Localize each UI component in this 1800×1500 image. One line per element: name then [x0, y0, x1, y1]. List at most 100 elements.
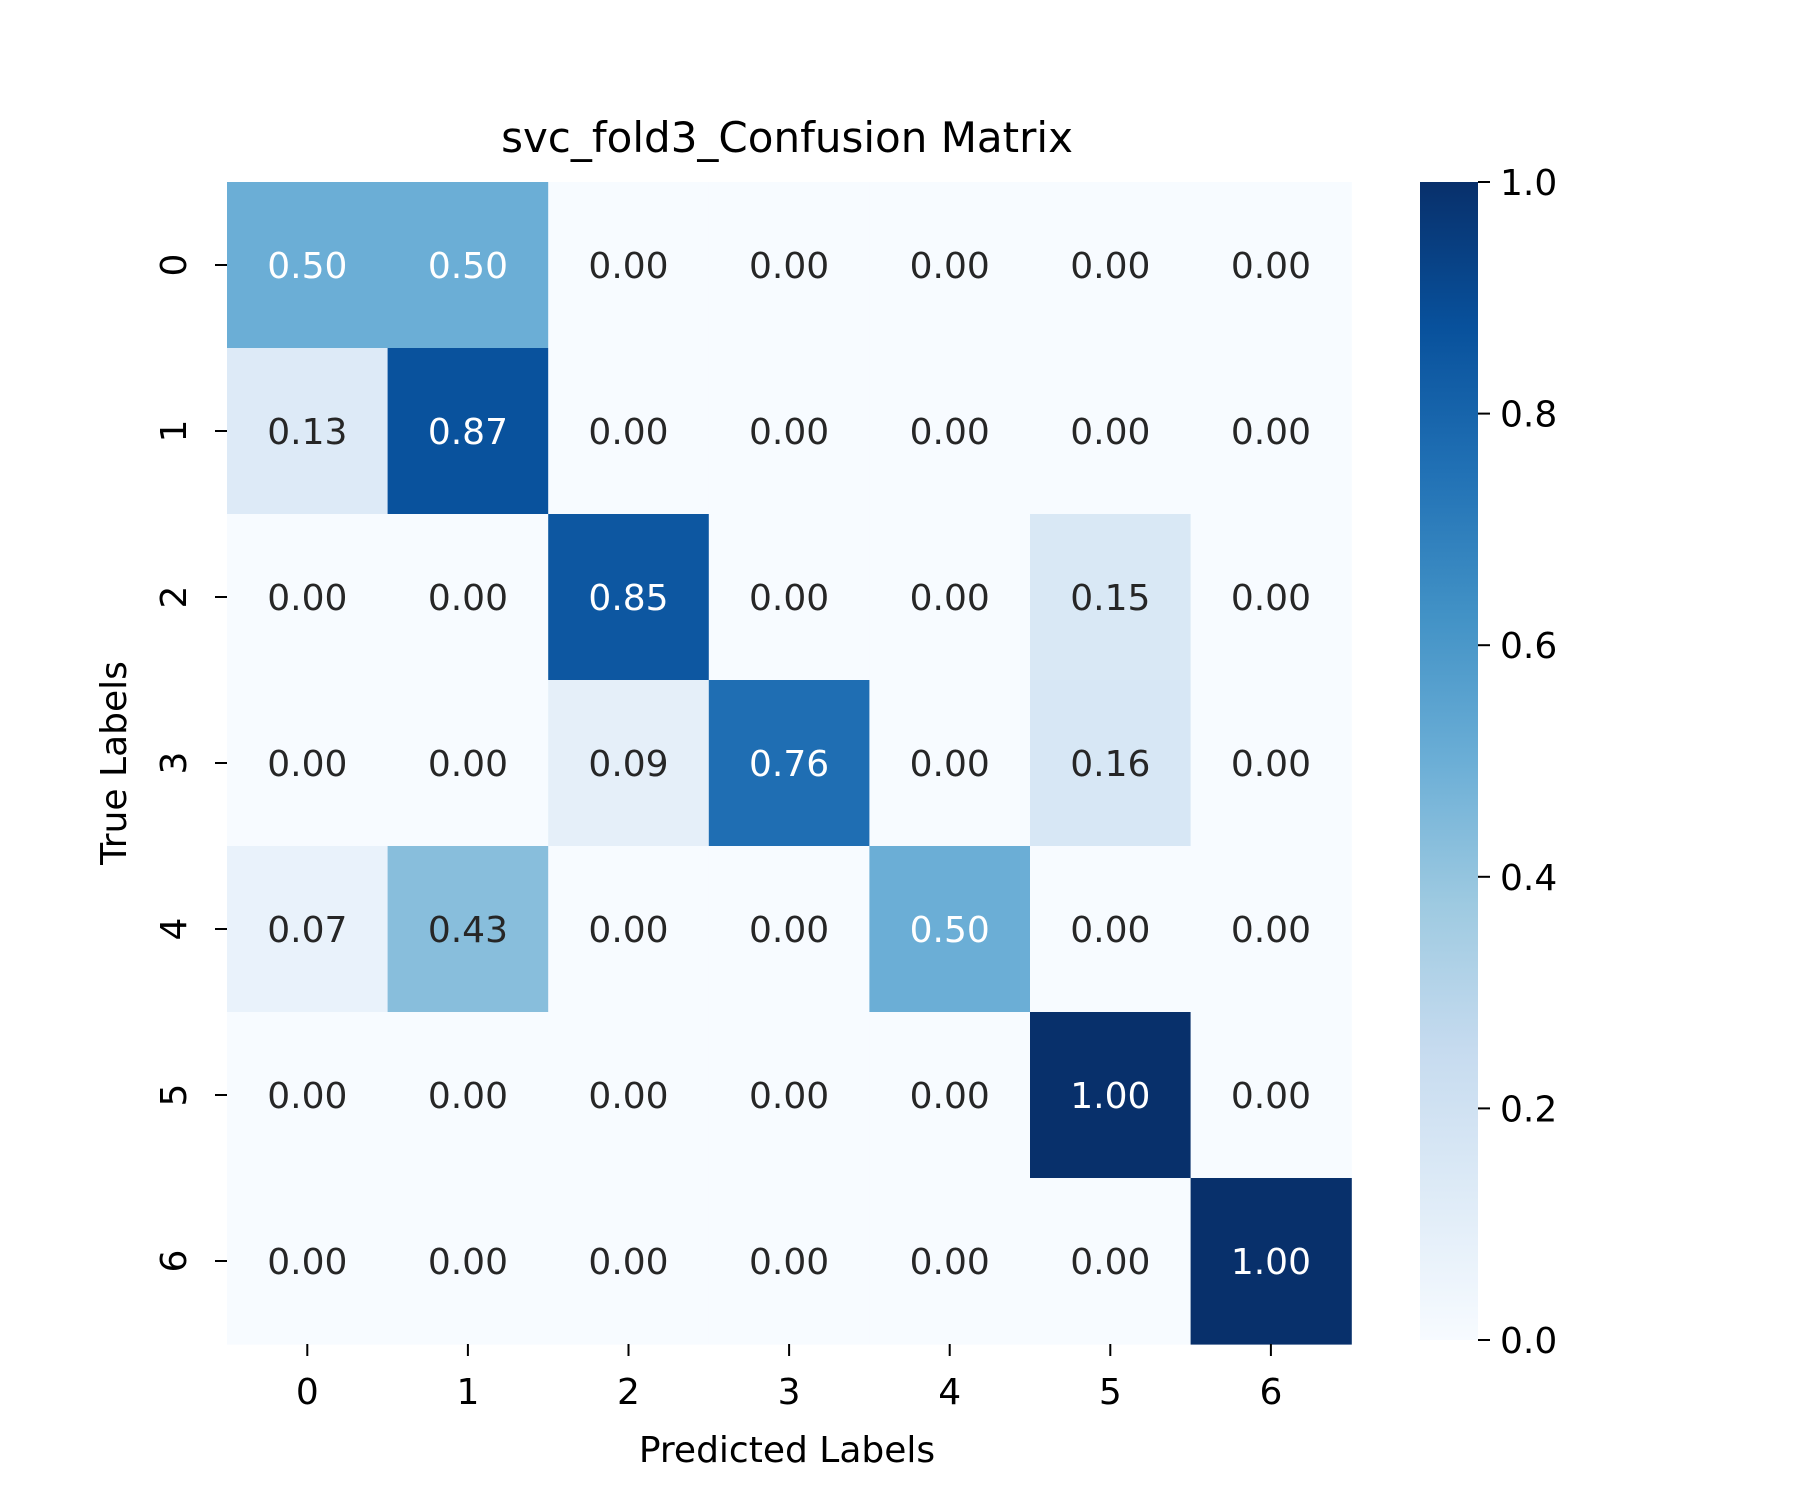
colorbar-tick-label: 0.0	[1500, 1321, 1557, 1362]
heatmap-cell-r3-c5	[1030, 680, 1192, 847]
x-tick-label: 1	[456, 1372, 479, 1413]
colorbar-tick-label: 0.6	[1500, 626, 1557, 667]
heatmap-cell-r3-c1	[387, 680, 549, 847]
heatmap-cell-r6-c1	[387, 1178, 549, 1345]
cell-value-label: 0.50	[267, 246, 347, 287]
cell-value-label: 0.13	[267, 412, 347, 453]
x-tick-label: 2	[617, 1372, 640, 1413]
heatmap-cell-r1-c4	[869, 348, 1031, 515]
cell-value-label: 0.00	[588, 1242, 668, 1283]
colorbar-tick-label: 1.0	[1500, 163, 1557, 204]
heatmap-cell-r3-c3	[708, 680, 870, 847]
heatmap-cell-r6-c0	[227, 1178, 389, 1345]
heatmap-cells	[227, 182, 1352, 1345]
heatmap-cell-r5-c3	[708, 1012, 870, 1179]
cell-value-label: 0.00	[1070, 246, 1150, 287]
heatmap-cell-r1-c1	[387, 348, 549, 515]
heatmap-cell-r0-c3	[708, 182, 870, 349]
x-tick-label: 4	[938, 1372, 961, 1413]
x-tick-label: 0	[296, 1372, 319, 1413]
heatmap-cell-r2-c5	[1030, 514, 1192, 681]
y-tick-label: 0	[154, 254, 195, 277]
heatmap-cell-r0-c1	[387, 182, 549, 349]
heatmap-cell-r4-c4	[869, 846, 1031, 1013]
heatmap-cell-r1-c3	[708, 348, 870, 515]
colorbar	[1420, 182, 1478, 1340]
cell-value-label: 0.00	[1231, 578, 1311, 619]
heatmap-cell-r2-c6	[1190, 514, 1352, 681]
heatmap-cell-r3-c0	[227, 680, 389, 847]
cell-value-label: 0.00	[749, 412, 829, 453]
cell-value-label: 0.00	[428, 578, 508, 619]
x-tick-label: 6	[1259, 1372, 1282, 1413]
heatmap-cell-r3-c2	[548, 680, 710, 847]
cell-value-label: 0.00	[1070, 910, 1150, 951]
heatmap-cell-r6-c2	[548, 1178, 710, 1345]
cell-value-label: 0.00	[267, 1076, 347, 1117]
cell-value-label: 0.00	[749, 1242, 829, 1283]
cell-value-label: 0.00	[749, 910, 829, 951]
cell-value-label: 0.00	[749, 246, 829, 287]
cell-value-label: 0.00	[1070, 412, 1150, 453]
cell-value-label: 0.00	[749, 578, 829, 619]
cell-value-label: 0.00	[267, 578, 347, 619]
colorbar-tick-label: 0.2	[1500, 1089, 1557, 1130]
heatmap-cell-r0-c6	[1190, 182, 1352, 349]
chart-title: svc_fold3_Confusion Matrix	[501, 113, 1073, 162]
cell-value-label: 0.00	[267, 1242, 347, 1283]
heatmap-cell-r4-c2	[548, 846, 710, 1013]
heatmap-cell-r4-c0	[227, 846, 389, 1013]
cell-value-label: 0.00	[910, 744, 990, 785]
heatmap-cell-r2-c1	[387, 514, 549, 681]
cell-value-label: 0.00	[1231, 412, 1311, 453]
heatmap-cell-r6-c5	[1030, 1178, 1192, 1345]
cell-value-label: 0.00	[1231, 744, 1311, 785]
cell-value-label: 0.00	[588, 246, 668, 287]
cell-value-label: 0.00	[428, 1242, 508, 1283]
y-axis-ticks: 0 1 2 3 4 5 6	[154, 254, 227, 1272]
cell-value-label: 0.50	[428, 246, 508, 287]
heatmap-cell-labels: 0.50 0.50 0.00 0.00 0.00 0.00 0.00 0.13 0.87 0.00…	[267, 246, 1311, 1283]
heatmap-cell-r5-c1	[387, 1012, 549, 1179]
cell-value-label: 0.00	[428, 744, 508, 785]
cell-value-label: 0.00	[267, 744, 347, 785]
heatmap-cell-r5-c4	[869, 1012, 1031, 1179]
x-axis-ticks: 0 1 2 3 4 5 6	[296, 1344, 1282, 1413]
heatmap-cell-r2-c3	[708, 514, 870, 681]
cell-value-label: 0.50	[910, 910, 990, 951]
cell-value-label: 0.00	[1231, 1076, 1311, 1117]
heatmap-cell-r1-c0	[227, 348, 389, 515]
heatmap-cell-r4-c3	[708, 846, 870, 1013]
y-axis-label: True Labels	[94, 661, 135, 866]
heatmap-cell-r0-c5	[1030, 182, 1192, 349]
heatmap-cell-r4-c5	[1030, 846, 1192, 1013]
heatmap-cell-r1-c2	[548, 348, 710, 515]
heatmap-cell-r2-c2	[548, 514, 710, 681]
cell-value-label: 0.00	[749, 1076, 829, 1117]
cell-value-label: 0.16	[1070, 744, 1150, 785]
cell-value-label: 0.87	[428, 412, 508, 453]
heatmap-cell-r2-c0	[227, 514, 389, 681]
cell-value-label: 0.85	[588, 578, 668, 619]
cell-value-label: 1.00	[1070, 1076, 1150, 1117]
colorbar-ticks: 0.0 0.2 0.4 0.6 0.8 1.0	[1478, 163, 1557, 1362]
y-tick-label: 1	[154, 420, 195, 443]
colorbar-tick-label: 0.8	[1500, 395, 1557, 436]
heatmap-cell-r0-c0	[227, 182, 389, 349]
cell-value-label: 0.00	[910, 1242, 990, 1283]
heatmap-cell-r6-c3	[708, 1178, 870, 1345]
heatmap-cell-r6-c6	[1190, 1178, 1352, 1345]
heatmap-cell-r5-c5	[1030, 1012, 1192, 1179]
cell-value-label: 1.00	[1231, 1242, 1311, 1283]
y-tick-label: 2	[154, 586, 195, 609]
heatmap-cell-r5-c0	[227, 1012, 389, 1179]
cell-value-label: 0.00	[588, 1076, 668, 1117]
cell-value-label: 0.15	[1070, 578, 1150, 619]
y-tick-label: 5	[154, 1084, 195, 1107]
heatmap-cell-r4-c6	[1190, 846, 1352, 1013]
cell-value-label: 0.00	[588, 412, 668, 453]
cell-value-label: 0.00	[910, 246, 990, 287]
heatmap-cell-r4-c1	[387, 846, 549, 1013]
cell-value-label: 0.00	[428, 1076, 508, 1117]
